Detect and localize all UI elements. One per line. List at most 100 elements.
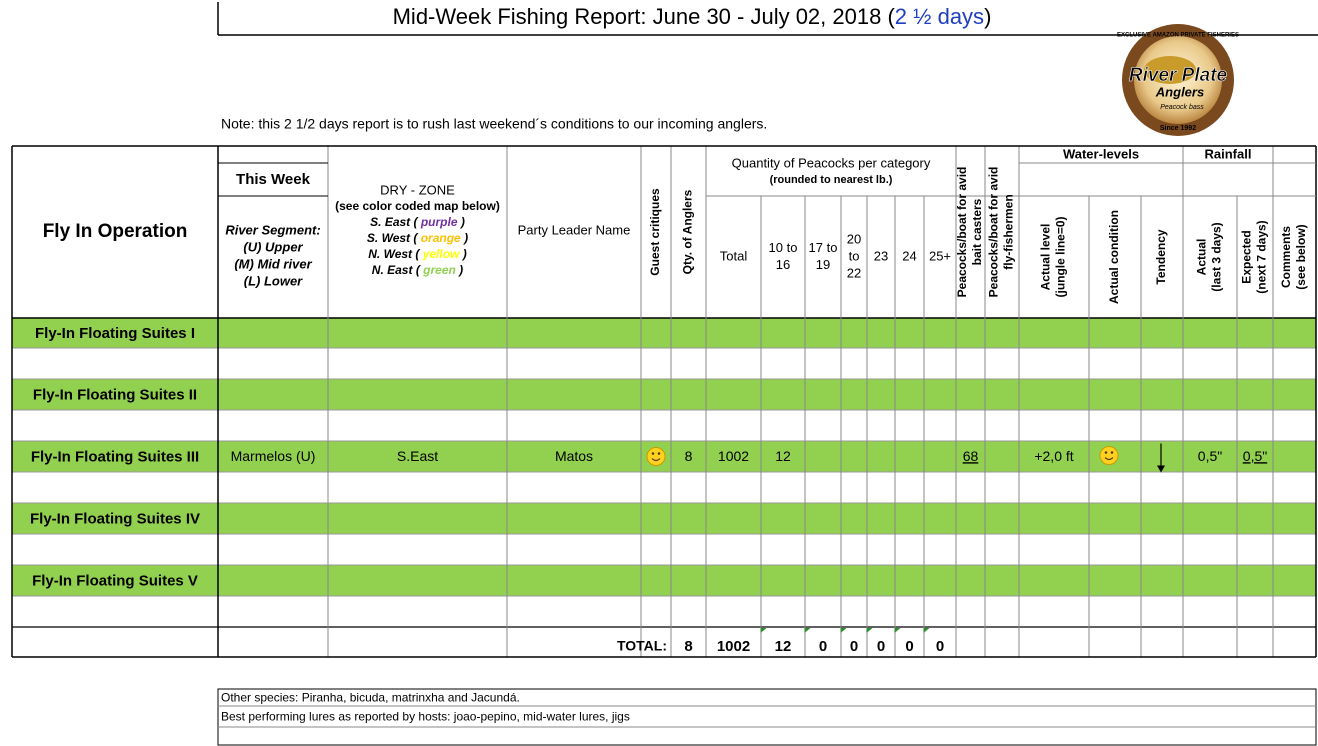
column-header: (see below) — [1294, 224, 1308, 289]
total-value: 0 — [936, 638, 944, 655]
category-header: to — [849, 248, 860, 263]
total-label: TOTAL: — [617, 638, 667, 654]
total-value: 0 — [850, 638, 858, 655]
column-header: (next 7 days) — [1255, 220, 1269, 293]
zone-part: orange — [421, 231, 461, 245]
logo-text: Anglers — [1155, 84, 1204, 99]
segment-legend: River Segment: — [225, 222, 320, 237]
zone-part: S. West ( — [367, 231, 421, 245]
smiley-face — [1099, 446, 1119, 465]
category-header: 22 — [847, 265, 861, 280]
cell-value: 68 — [963, 448, 979, 464]
cell-marker — [840, 628, 847, 633]
zone-legend: S. East ( purple ) — [370, 215, 465, 229]
zone-part: N. East ( — [372, 263, 423, 277]
suite-name: Fly-In Floating Suites I — [35, 325, 195, 342]
column-header: Guest critiques — [648, 188, 662, 276]
column-note: (rounded to nearest lb.) — [770, 174, 893, 186]
smiley-icon — [1099, 446, 1119, 465]
category-header: 20 — [847, 231, 861, 246]
smiley-eye — [651, 452, 655, 455]
logo-text: Since 1992 — [1160, 125, 1196, 132]
smiley-eye — [1110, 451, 1114, 454]
suite-name: Fly-In Floating Suites IV — [30, 510, 200, 527]
group-header: Water-levels — [1063, 146, 1139, 161]
smiley-mouth — [651, 458, 661, 462]
footer-note: Other species: Piranha, bicuda, matrinxh… — [221, 691, 520, 705]
title-part: 2 ½ days — [895, 4, 984, 29]
column-header: Party Leader Name — [518, 222, 631, 237]
header-fill — [12, 146, 1316, 318]
title-part: ) — [984, 4, 991, 29]
column-header: Fly In Operation — [43, 221, 188, 242]
cell-marker — [923, 628, 930, 633]
category-header: 19 — [816, 257, 830, 272]
tendency-arrowhead — [1157, 465, 1165, 473]
cell-value: 12 — [775, 448, 791, 464]
zone-part: yellow — [422, 247, 460, 261]
cell-value: 1002 — [718, 448, 749, 464]
cell-value: +2,0 ft — [1034, 448, 1073, 464]
zone-legend: N. West ( yellow ) — [368, 247, 466, 261]
cell-value: 0,5" — [1198, 448, 1222, 464]
suite-row-fill — [12, 503, 1316, 534]
category-header: 16 — [776, 257, 790, 272]
column-header: Comments — [1279, 226, 1293, 288]
category-header: 25+ — [929, 248, 951, 263]
zone-part: N. West ( — [368, 247, 422, 261]
zone-part: S. East ( — [370, 215, 421, 229]
total-value: 8 — [684, 638, 692, 655]
column-header: Tendency — [1154, 229, 1168, 284]
zone-part: green — [422, 263, 456, 277]
category-header: 23 — [874, 248, 888, 263]
column-header: Actual — [1195, 239, 1209, 276]
column-header: Qty. of Anglers — [681, 189, 695, 274]
cell-value: Marmelos (U) — [231, 448, 316, 464]
zone-legend: N. East ( green ) — [372, 263, 463, 277]
total-value: 0 — [877, 638, 885, 655]
column-header: Actual condition — [1107, 210, 1121, 304]
zone-part: ) — [456, 263, 463, 277]
suite-name: Fly-In Floating Suites V — [32, 572, 198, 589]
smiley-mouth — [1104, 457, 1114, 461]
note: Note: this 2 1/2 days report is to rush … — [221, 116, 767, 132]
category-header: 10 to — [769, 240, 798, 255]
cell-marker — [866, 628, 873, 633]
logo — [1122, 24, 1234, 136]
column-header: Quantity of Peacocks per category — [732, 155, 931, 170]
smiley-face — [646, 447, 666, 466]
cell-value: Matos — [555, 448, 593, 464]
suite-row-fill — [12, 318, 1316, 348]
column-header: Peacocks/boat for avid — [955, 167, 969, 298]
suite-row-fill — [12, 379, 1316, 410]
logo-text: EXCLUSIVE AMAZON PRIVATE FISHERIES — [1117, 33, 1239, 39]
zone-part: ) — [459, 247, 466, 261]
category-header: Total — [720, 248, 748, 263]
column-header: fly-fishermen — [1002, 194, 1016, 269]
logo-text: River Plate — [1129, 65, 1228, 86]
cell-marker — [760, 628, 767, 633]
smiley-eye — [1104, 451, 1108, 454]
zone-part: ) — [461, 231, 468, 245]
segment-legend: (L) Lower — [244, 273, 303, 288]
title: Mid-Week Fishing Report: June 30 - July … — [393, 4, 992, 29]
smiley-eye — [657, 452, 661, 455]
smiley-icon — [646, 447, 666, 466]
segment-legend: (U) Upper — [243, 239, 303, 254]
column-header: Peacocks/boat for avid — [987, 167, 1001, 298]
total-value: 0 — [819, 638, 827, 655]
suite-row-fill — [12, 565, 1316, 596]
total-value: 1002 — [717, 638, 750, 655]
column-header: Expected — [1240, 230, 1254, 283]
logo-fish — [1144, 56, 1196, 84]
segment-legend: (M) Mid river — [234, 256, 312, 271]
column-header: Actual level — [1039, 224, 1053, 291]
cell-value: 0,5" — [1243, 448, 1267, 464]
cell-marker — [804, 628, 811, 633]
column-note: (see color coded map below) — [335, 199, 500, 213]
column-header: bait casters — [970, 198, 984, 265]
title-part: Mid-Week Fishing Report: June 30 - July … — [393, 4, 896, 29]
zone-part: purple — [420, 215, 458, 229]
column-header: (last 3 days) — [1210, 222, 1224, 291]
